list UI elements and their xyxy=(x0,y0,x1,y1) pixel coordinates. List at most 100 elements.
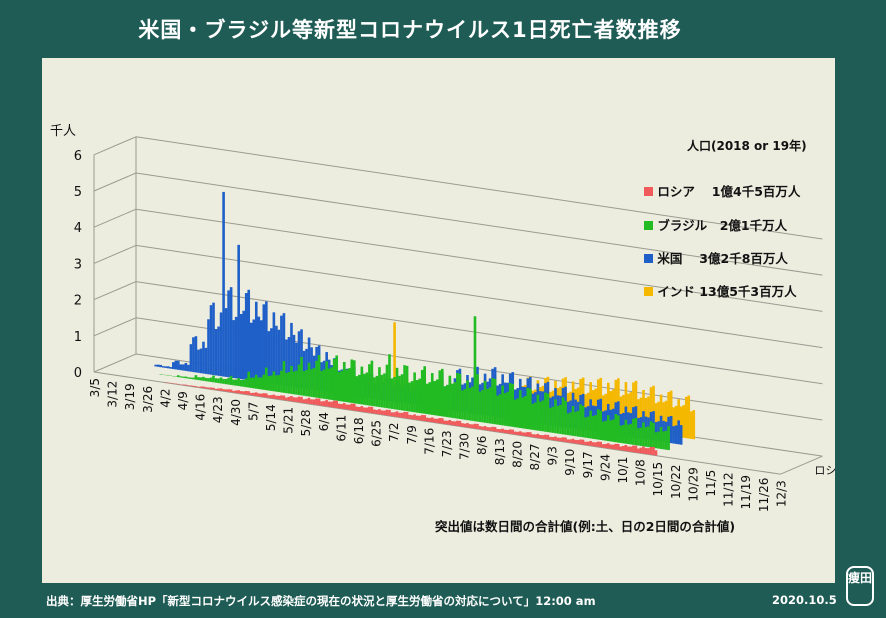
bar-russia xyxy=(461,423,464,427)
bar-brazil xyxy=(609,420,613,442)
bar-brazil xyxy=(659,427,663,449)
bar-brazil xyxy=(383,373,386,408)
bar-russia xyxy=(383,410,386,416)
bar-russia xyxy=(634,445,638,453)
legend-pop-brazil: 2億1千万人 xyxy=(719,218,788,233)
bar-russia xyxy=(531,434,535,438)
bar-brazil xyxy=(234,379,238,386)
bar-russia xyxy=(307,397,311,404)
bar-russia xyxy=(227,389,230,392)
bar-russia xyxy=(478,426,482,430)
bar-brazil xyxy=(350,359,354,403)
bar-brazil xyxy=(664,430,668,450)
bar-brazil xyxy=(649,421,653,448)
bar-usa xyxy=(154,364,157,367)
bar-russia xyxy=(456,420,459,426)
bar-brazil xyxy=(652,422,655,448)
bar-usa xyxy=(197,349,200,373)
bar-russia xyxy=(287,396,291,401)
bar-brazil xyxy=(244,378,248,388)
bar-russia xyxy=(551,437,555,441)
bar-russia xyxy=(571,438,575,444)
bar-russia xyxy=(428,418,431,422)
bar-brazil xyxy=(435,379,439,416)
bar-russia xyxy=(536,433,540,438)
bar-russia xyxy=(242,391,245,395)
bar-usa xyxy=(156,364,160,367)
x-tick-label: 4/23 xyxy=(211,396,225,423)
bar-russia xyxy=(305,398,308,404)
bar-russia xyxy=(586,441,590,446)
bar-brazil xyxy=(574,411,577,437)
bar-usa xyxy=(257,316,261,382)
bar-russia xyxy=(574,439,577,444)
bar-russia xyxy=(521,432,525,436)
bar-brazil xyxy=(390,378,394,409)
bar-russia xyxy=(554,436,557,441)
bar-russia xyxy=(393,412,396,417)
bar-brazil xyxy=(415,380,419,413)
x-tick-label: 3/26 xyxy=(141,386,155,413)
bar-brazil xyxy=(413,372,416,413)
bar-russia xyxy=(501,428,504,433)
bar-brazil xyxy=(330,367,333,400)
bar-brazil xyxy=(544,392,547,432)
bar-india xyxy=(692,410,696,440)
bar-usa xyxy=(265,301,268,383)
bar-brazil xyxy=(433,381,437,416)
bar-brazil xyxy=(546,393,550,433)
bar-usa xyxy=(164,366,168,368)
bar-brazil xyxy=(559,404,562,434)
bar-brazil xyxy=(252,377,256,389)
bar-india xyxy=(604,393,608,427)
bar-brazil xyxy=(237,378,240,387)
bar-russia xyxy=(466,423,469,428)
bar-russia xyxy=(252,392,255,396)
bar-russia xyxy=(611,444,615,450)
bar-usa xyxy=(674,425,678,444)
bar-russia xyxy=(214,388,218,390)
bar-india xyxy=(677,399,680,438)
bar-brazil xyxy=(337,372,341,402)
bar-russia xyxy=(345,404,349,410)
bar-brazil xyxy=(521,397,525,429)
x-tick-label: 5/28 xyxy=(299,409,313,436)
bar-brazil xyxy=(182,376,185,378)
bar-russia xyxy=(584,441,587,445)
bar-india xyxy=(627,393,630,430)
x-tick-label: 4/16 xyxy=(194,394,208,421)
x-tick-label: 6/25 xyxy=(370,420,384,447)
bar-india xyxy=(639,397,643,432)
bar-usa xyxy=(305,348,308,389)
bar-russia xyxy=(591,442,595,447)
bar-brazil xyxy=(410,381,414,412)
bar-brazil xyxy=(516,398,520,428)
bar-usa xyxy=(622,412,625,437)
bar-russia xyxy=(244,390,248,395)
bar-brazil xyxy=(556,405,560,434)
bar-brazil xyxy=(249,377,253,388)
bar-russia xyxy=(388,409,391,416)
bar-russia xyxy=(486,427,489,431)
bar-russia xyxy=(400,412,404,418)
bar-usa xyxy=(657,421,660,442)
bar-brazil xyxy=(551,406,555,433)
legend-item-india: インド 13億5千3百万人 xyxy=(627,266,797,315)
bar-brazil xyxy=(468,387,472,421)
x-tick-label: 7/23 xyxy=(440,430,454,457)
y-tick-label-1: 1 xyxy=(74,330,82,345)
bar-russia xyxy=(232,390,235,393)
bar-brazil xyxy=(375,375,379,407)
bar-brazil xyxy=(355,376,359,404)
bar-russia xyxy=(300,396,303,403)
bar-russia xyxy=(275,395,278,399)
bar-brazil xyxy=(634,418,638,446)
bar-brazil xyxy=(292,371,296,395)
bar-brazil xyxy=(325,361,328,400)
bar-brazil xyxy=(310,369,313,397)
bar-usa xyxy=(179,364,183,371)
y-tick-label-0: 0 xyxy=(74,366,82,381)
bar-russia xyxy=(189,385,193,387)
bar-russia xyxy=(443,420,447,425)
bar-usa xyxy=(219,312,223,377)
